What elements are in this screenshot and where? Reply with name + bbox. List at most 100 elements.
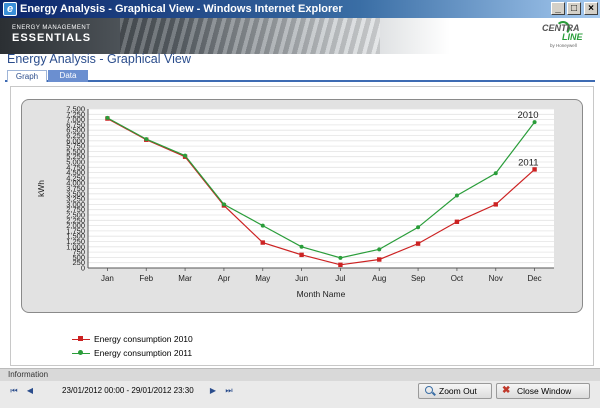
data-point-2010 [532, 167, 537, 172]
window-titlebar: Energy Analysis - Graphical View - Windo… [0, 0, 600, 18]
close-window-button[interactable]: ✖ Close Window [496, 383, 590, 399]
magnifier-icon [425, 386, 433, 394]
y-axis-label: kWh [36, 180, 46, 197]
y-tick-label: 1,500 [66, 232, 85, 241]
chart-legend: Energy consumption 2010 Energy consumpti… [72, 332, 193, 360]
legend-label-2010: Energy consumption 2010 [94, 334, 193, 344]
information-header: Information [0, 369, 600, 381]
zoom-out-button[interactable]: Zoom Out [418, 383, 492, 399]
y-tick-label: 3,250 [66, 195, 85, 204]
y-tick-label: 2,250 [66, 216, 85, 225]
data-point-2010 [415, 241, 421, 246]
data-point-2011 [377, 247, 382, 252]
y-tick-label: 2,000 [66, 221, 85, 230]
x-tick-label: Nov [489, 274, 503, 283]
x-axis-label: Month Name [297, 289, 346, 299]
x-tick-label: Feb [139, 274, 153, 283]
x-tick-label: Oct [451, 274, 464, 283]
data-point-2011 [454, 193, 459, 198]
y-tick-label: 6,500 [66, 126, 85, 135]
data-point-2011 [416, 225, 421, 230]
data-point-2011 [221, 202, 226, 207]
series-line-1 [107, 117, 536, 259]
x-tick-label: Jun [295, 274, 308, 283]
brand-subtitle: ENERGY MANAGEMENT [12, 25, 91, 31]
last-page-icon[interactable]: ⏭ [225, 386, 233, 395]
brand-title: ESSENTIALS [12, 32, 92, 44]
data-point-2010 [299, 252, 304, 258]
close-window-icon: ✖ [502, 385, 511, 396]
y-tick-label: 3,750 [66, 184, 85, 193]
y-tick-label: 7,000 [66, 115, 85, 124]
y-tick-label: 2,750 [66, 205, 85, 214]
window-title: Energy Analysis - Graphical View - Windo… [20, 3, 343, 15]
tab-data[interactable]: Data [48, 70, 88, 82]
x-tick-label: May [255, 274, 270, 283]
series-line-0 [107, 118, 535, 266]
first-page-icon[interactable]: ⏮ [10, 386, 18, 395]
y-tick-label: 5,500 [66, 147, 85, 156]
x-tick-label: Aug [372, 274, 386, 283]
data-point-2010 [493, 202, 498, 207]
data-point-2011 [260, 223, 265, 228]
y-tick-label: 3,000 [66, 200, 85, 209]
data-point-2011 [493, 171, 498, 176]
y-tick-label: 7,250 [66, 110, 85, 119]
banner-building-image [120, 18, 380, 54]
data-point-2010 [377, 257, 382, 262]
graph-area: 0 250 500 750 1,000 1,250 1,500 1,750 2,000 2,250… [10, 86, 594, 366]
x-tick-label: Jan [101, 274, 114, 283]
y-tick-label: 7,500 [66, 105, 85, 114]
y-tick-label: 500 [72, 253, 85, 262]
ie-icon [3, 0, 17, 18]
y-tick-label: 5,250 [66, 152, 85, 161]
data-point-2011 [105, 115, 110, 120]
data-point-2011 [144, 137, 149, 142]
data-point-2011 [299, 244, 304, 249]
y-tick-label: 4,750 [66, 163, 85, 172]
legend-item-2011: Energy consumption 2011 [72, 346, 193, 360]
y-tick-label: 2,500 [66, 211, 85, 220]
view-tabs: Graph Data [5, 70, 595, 82]
tab-graph[interactable]: Graph [7, 70, 47, 82]
energy-line-chart: 02505007501,0001,2501,5001,7502,0002,250… [36, 105, 554, 299]
x-tick-label: Apr [218, 274, 231, 283]
legend-label-2011: Energy consumption 2011 [94, 348, 193, 358]
next-page-icon[interactable]: ▶ [209, 386, 217, 395]
y-tick-label: 750 [72, 248, 85, 257]
series-end-label: 2010 [517, 110, 538, 121]
y-tick-label: 4,250 [66, 173, 85, 182]
x-tick-label: Dec [527, 274, 541, 283]
page-title: Energy Analysis - Graphical View [7, 52, 191, 66]
minimize-button[interactable]: _ [551, 2, 565, 15]
logo-arc-icon [556, 21, 570, 35]
logo-text-1: CENTRA [542, 23, 580, 33]
y-tick-label: 4,000 [66, 179, 85, 188]
logo-text-2: LINE [562, 32, 583, 42]
y-tick-label: 1,750 [66, 226, 85, 235]
y-tick-label: 4,500 [66, 168, 85, 177]
y-tick-label: 6,250 [66, 131, 85, 140]
y-tick-label: 250 [72, 258, 85, 267]
y-tick-label: 1,250 [66, 237, 85, 246]
series-end-label: 2011 [518, 157, 538, 168]
x-tick-label: Mar [178, 274, 192, 283]
y-tick-label: 6,750 [66, 120, 85, 129]
data-point-2011 [338, 255, 343, 260]
previous-page-icon[interactable]: ◀ [26, 386, 34, 395]
maximize-button[interactable]: □ [567, 2, 581, 15]
x-tick-label: Sep [411, 274, 426, 283]
date-range-text: 23/01/2012 00:00 - 29/01/2012 23:30 [62, 386, 194, 395]
data-point-2010 [454, 219, 460, 224]
y-tick-label: 5,750 [66, 142, 85, 151]
information-bar: Information ⏮ ◀ 23/01/2012 00:00 - 29/01… [0, 368, 600, 408]
main-content: Energy Analysis - Graphical View Graph D… [0, 52, 600, 408]
chart-panel: 0 250 500 750 1,000 1,250 1,500 1,750 2,000 2,250… [21, 99, 583, 313]
y-tick-label: 6,000 [66, 136, 85, 145]
legend-marker-2010 [78, 336, 83, 341]
y-tick-label: 0 [81, 264, 85, 273]
data-point-2011 [532, 120, 537, 125]
data-point-2010 [260, 240, 265, 245]
y-tick-label: 3,500 [66, 189, 85, 198]
close-icon[interactable]: × [584, 2, 598, 15]
